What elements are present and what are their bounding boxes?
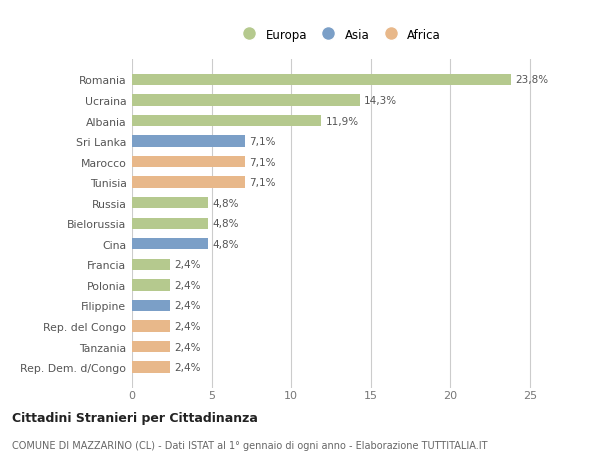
- Text: 7,1%: 7,1%: [249, 137, 275, 147]
- Bar: [132, 280, 170, 291]
- Text: 2,4%: 2,4%: [174, 260, 200, 270]
- Text: 2,4%: 2,4%: [174, 301, 200, 311]
- Bar: [132, 198, 208, 209]
- Bar: [132, 95, 360, 106]
- Bar: [132, 321, 170, 332]
- Bar: [132, 177, 245, 188]
- Text: 2,4%: 2,4%: [174, 321, 200, 331]
- Bar: [132, 157, 245, 168]
- Text: 4,8%: 4,8%: [212, 219, 239, 229]
- Text: COMUNE DI MAZZARINO (CL) - Dati ISTAT al 1° gennaio di ogni anno - Elaborazione : COMUNE DI MAZZARINO (CL) - Dati ISTAT al…: [12, 440, 487, 450]
- Bar: [132, 300, 170, 311]
- Text: 2,4%: 2,4%: [174, 342, 200, 352]
- Bar: [132, 136, 245, 147]
- Text: 2,4%: 2,4%: [174, 280, 200, 290]
- Legend: Europa, Asia, Africa: Europa, Asia, Africa: [235, 26, 443, 44]
- Bar: [132, 75, 511, 86]
- Text: 7,1%: 7,1%: [249, 178, 275, 188]
- Text: 11,9%: 11,9%: [325, 116, 359, 126]
- Text: Cittadini Stranieri per Cittadinanza: Cittadini Stranieri per Cittadinanza: [12, 412, 258, 425]
- Text: 4,8%: 4,8%: [212, 239, 239, 249]
- Text: 4,8%: 4,8%: [212, 198, 239, 208]
- Text: 2,4%: 2,4%: [174, 362, 200, 372]
- Bar: [132, 116, 322, 127]
- Bar: [132, 259, 170, 270]
- Bar: [132, 341, 170, 353]
- Bar: [132, 362, 170, 373]
- Text: 7,1%: 7,1%: [249, 157, 275, 167]
- Text: 23,8%: 23,8%: [515, 75, 548, 85]
- Bar: [132, 239, 208, 250]
- Bar: [132, 218, 208, 230]
- Text: 14,3%: 14,3%: [364, 96, 397, 106]
